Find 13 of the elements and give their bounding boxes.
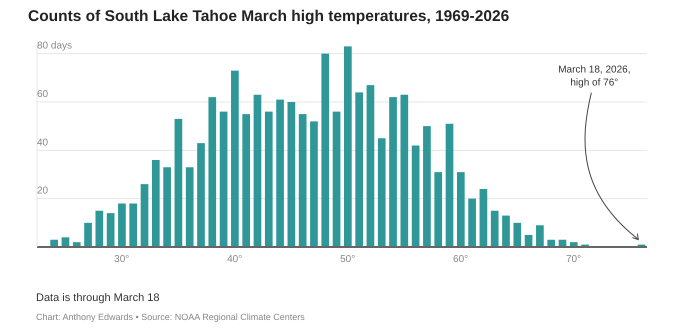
text: Data is through March 18 bbox=[36, 292, 161, 304]
x-tick-label: 50° bbox=[340, 254, 356, 266]
y-tick-label: 40 bbox=[37, 137, 49, 148]
y-tick-label: 80 days bbox=[37, 40, 72, 52]
y-tick-label: 20 bbox=[37, 186, 49, 197]
chart-title: Counts of South Lake Tahoe March high temperatures, 1969-2026 bbox=[28, 8, 510, 26]
x-tick-label: 60° bbox=[453, 254, 468, 266]
y-tick-label: 60 bbox=[37, 89, 49, 100]
annotation: March 18, 2026, high of 76° bbox=[558, 64, 630, 89]
x-tick-label: 70° bbox=[566, 254, 582, 266]
text: Chart: Anthony Edwards • Source: NOAA Regional Climate Centers bbox=[36, 312, 306, 322]
x-tick-label: 40° bbox=[227, 254, 242, 266]
x-tick-label: 30° bbox=[114, 254, 130, 266]
